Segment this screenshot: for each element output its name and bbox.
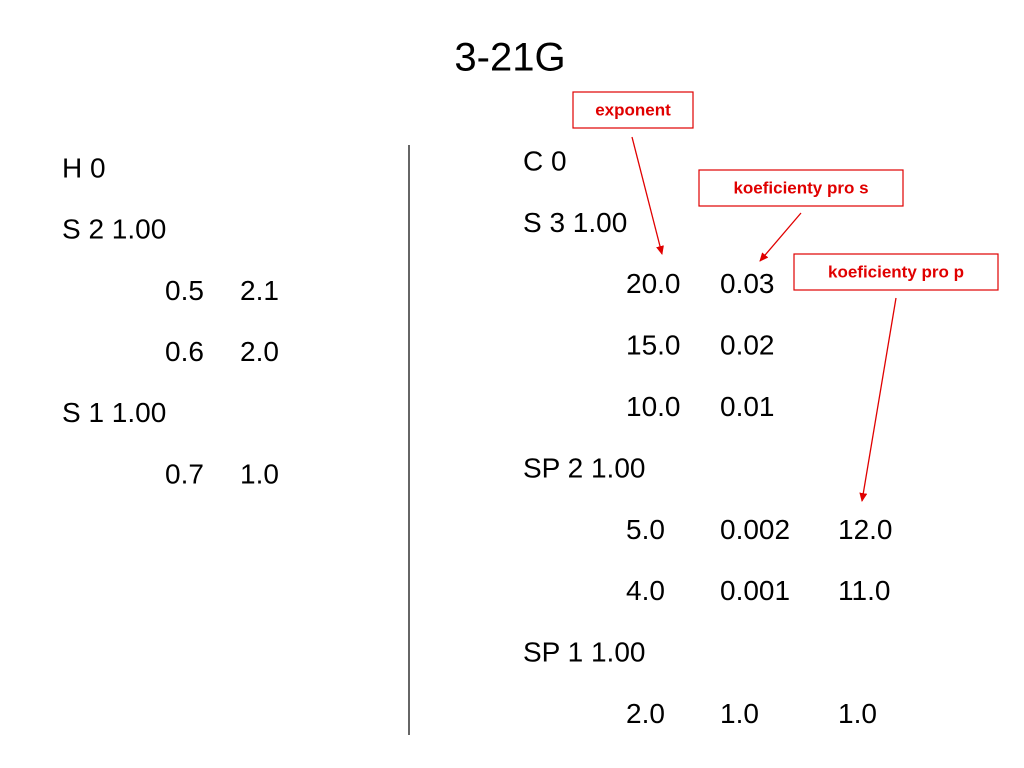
annotation-box [793,253,999,291]
annotation-box [572,91,694,129]
cell: 1.0 [838,698,877,729]
cell: 20.0 [626,268,681,299]
row-label: S 1 1.00 [62,397,166,428]
row-label: SP 1 1.00 [523,637,645,668]
row-label: S 2 1.00 [62,214,166,245]
cell: 2.1 [240,275,279,306]
cell: 2.0 [240,336,279,367]
left-column: H 0 S 2 1.00 0.5 2.1 0.6 2.0 S 1 1.00 0.7 1.0 [62,152,279,489]
cell: 11.0 [838,575,890,606]
cell: 2.0 [626,698,665,729]
cell: 0.7 [165,458,204,489]
cell: 0.01 [720,391,775,422]
cell: 10.0 [626,391,681,422]
cell: 1.0 [240,458,279,489]
row-label: C 0 [523,145,567,176]
arrow [631,136,664,255]
cell: 0.002 [720,514,790,545]
annotation-box [698,169,904,207]
cell: 0.02 [720,330,775,361]
arrow [859,297,897,502]
cell: 5.0 [626,514,665,545]
row-label: H 0 [62,152,106,183]
cell: 0.03 [720,268,775,299]
right-column: C 0 S 3 1.00 20.0 0.03 15.0 0.02 10.0 0.01 SP 2 … [523,145,893,729]
cell: 0.5 [165,275,204,306]
cell: 12.0 [838,514,893,545]
cell: 4.0 [626,575,665,606]
cell: 0.001 [720,575,790,606]
annotation: exponent [595,100,671,119]
slide-title: 3-21G [454,36,565,80]
annotation: koeficienty pro s [733,178,868,197]
cell: 1.0 [720,698,759,729]
cell: 15.0 [626,330,681,361]
row-label: S 3 1.00 [523,207,627,238]
cell: 0.6 [165,336,204,367]
annotation: koeficienty pro p [828,262,964,281]
arrow [759,212,802,262]
row-label: SP 2 1.00 [523,452,645,483]
